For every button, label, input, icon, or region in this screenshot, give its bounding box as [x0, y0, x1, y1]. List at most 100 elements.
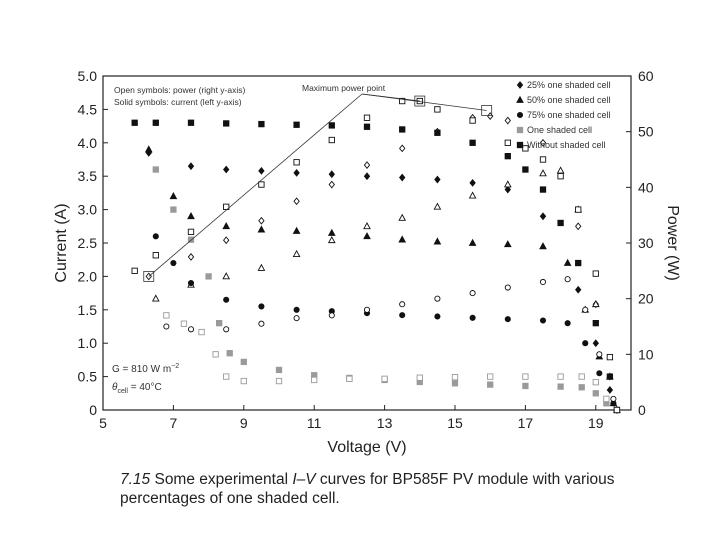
left-y-tick-label: 3.0: [78, 202, 98, 218]
power-point: [469, 290, 476, 297]
note-power: Open symbols: power (right y-axis): [114, 85, 245, 95]
current-point: [187, 119, 195, 126]
power-point: [596, 351, 603, 358]
left-y-tick-label: 0: [89, 402, 97, 418]
x-axis-ticks: 5 7 9 11 13 15 17 19: [99, 405, 604, 431]
current-point: [433, 237, 442, 245]
x-axis-label: Voltage (V): [327, 439, 406, 456]
power-point: [363, 161, 371, 169]
current-point: [223, 120, 230, 127]
power-point: [575, 222, 582, 231]
power-point: [575, 206, 582, 213]
current-point: [187, 162, 195, 171]
current-point: [575, 285, 582, 294]
current-point: [504, 316, 511, 323]
right-y-tick-label: 60: [638, 68, 654, 84]
caption-number: 7.15: [120, 471, 151, 488]
legend-entry: One shaded cell: [527, 125, 592, 135]
right-y-tick-label: 50: [638, 124, 654, 140]
current-point: [575, 259, 582, 267]
power-point: [223, 236, 230, 245]
current-point: [152, 233, 159, 240]
current-point: [434, 129, 441, 136]
current-point: [434, 175, 441, 184]
current-point: [399, 173, 406, 182]
current-point: [170, 206, 177, 213]
left-y-tick-label: 1.0: [78, 335, 98, 351]
current-point: [592, 320, 599, 327]
power-point: [578, 373, 585, 380]
legend-symbol: [516, 141, 524, 149]
series-1: [144, 145, 621, 413]
x-tick-label: 15: [447, 415, 463, 431]
caption-text-after: curves for BP585F PV module with various…: [120, 471, 615, 507]
power-point: [328, 180, 335, 189]
power-point: [433, 202, 442, 210]
current-point: [363, 172, 371, 181]
power-point: [504, 139, 511, 146]
power-point: [292, 249, 301, 257]
current-point: [293, 306, 300, 313]
annotation-pointer: [361, 93, 487, 111]
current-point: [328, 170, 335, 179]
power-point: [328, 136, 335, 144]
left-y-tick-label: 1.5: [78, 302, 98, 318]
x-tick-label: 5: [99, 415, 107, 431]
current-point: [596, 370, 603, 377]
power-point: [522, 145, 529, 152]
series-3: [152, 166, 610, 407]
power-point: [275, 377, 283, 385]
current-point: [503, 240, 512, 248]
current-point: [504, 153, 511, 160]
power-point: [564, 276, 571, 283]
power-point: [163, 312, 170, 319]
legend-entry: Without shaded cell: [527, 140, 606, 150]
temperature-value: = 40°C: [128, 382, 162, 393]
power-point: [293, 315, 300, 322]
power-point: [539, 156, 547, 163]
current-point: [187, 212, 195, 220]
current-point: [564, 320, 571, 327]
current-point: [522, 382, 529, 390]
series-2: [152, 233, 617, 407]
power-point: [187, 253, 195, 261]
power-point: [504, 284, 511, 291]
power-point: [223, 203, 230, 210]
current-point: [592, 390, 599, 397]
power-point: [468, 191, 477, 199]
power-point: [152, 252, 159, 259]
power-point: [328, 312, 335, 319]
current-point: [399, 126, 406, 133]
current-point: [293, 168, 300, 177]
data-marks: [131, 97, 621, 414]
power-point: [487, 373, 494, 380]
x-tick-label: 13: [377, 415, 393, 431]
power-point: [434, 106, 441, 113]
power-point: [346, 375, 353, 382]
current-point: [557, 383, 564, 390]
x-tick-label: 7: [170, 415, 178, 431]
power-point: [257, 263, 266, 271]
max-power-marker: [143, 270, 155, 282]
current-point: [398, 235, 407, 243]
power-point: [222, 272, 231, 280]
current-point: [557, 219, 564, 227]
max-power-annotation: [143, 93, 493, 282]
power-point: [557, 173, 564, 180]
current-point: [539, 186, 547, 193]
max-power-marker: [481, 105, 493, 116]
power-point: [582, 306, 589, 313]
annotation-pointer: [148, 93, 363, 277]
power-point: [163, 323, 170, 330]
temperature-symbol: θ: [112, 382, 118, 393]
current-point: [152, 166, 159, 173]
left-y-tick-label: 4.0: [78, 135, 98, 151]
current-point: [469, 139, 476, 146]
power-point: [522, 373, 529, 380]
power-point: [258, 216, 265, 225]
power-point: [363, 222, 371, 230]
current-point: [563, 258, 572, 266]
power-point: [592, 270, 599, 277]
figure-caption: 7.15 Some experimental I–V curves for BP…: [120, 470, 660, 508]
power-point: [451, 374, 459, 381]
